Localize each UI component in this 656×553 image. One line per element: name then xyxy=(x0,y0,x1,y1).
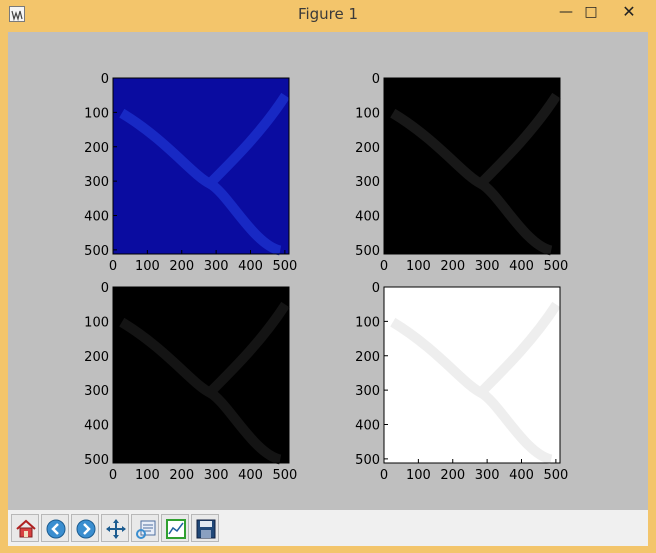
x-tick-label: 100 xyxy=(406,468,431,483)
move-icon xyxy=(105,518,127,540)
y-tick-label: 500 xyxy=(84,453,109,468)
x-tick-label: 500 xyxy=(543,259,568,274)
x-tick-label: 100 xyxy=(135,468,160,483)
y-tick-label: 200 xyxy=(355,350,380,365)
x-tick-label: 400 xyxy=(238,468,263,483)
forward-button[interactable] xyxy=(71,514,99,542)
y-tick-label: 100 xyxy=(355,315,380,330)
x-tick-label: 300 xyxy=(204,259,229,274)
image-bottom-left xyxy=(113,287,289,463)
y-tick-label: 300 xyxy=(84,384,109,399)
y-tick-label: 500 xyxy=(355,244,380,259)
x-tick-label: 500 xyxy=(543,468,568,483)
back-button[interactable] xyxy=(41,514,69,542)
figure-canvas[interactable]: 0 100 200 300 400 500 0 100 200 300 400 500 0 100 200 3… xyxy=(8,32,648,510)
title-bar[interactable]: Figure 1 — □ ✕ xyxy=(0,0,656,30)
x-tick-label: 0 xyxy=(380,468,388,483)
maximize-button[interactable]: □ xyxy=(576,2,606,22)
subplots-icon xyxy=(165,518,187,540)
y-tick-label: 300 xyxy=(355,175,380,190)
y-tick-label: 0 xyxy=(101,72,109,87)
x-tick-label: 300 xyxy=(475,468,500,483)
y-tick-label: 100 xyxy=(84,106,109,121)
y-tick-label: 400 xyxy=(355,210,380,225)
zoom-rect-icon xyxy=(135,518,157,540)
y-tick-label: 0 xyxy=(101,281,109,296)
home-icon xyxy=(15,518,37,540)
x-tick-label: 400 xyxy=(238,259,263,274)
zoom-button[interactable] xyxy=(131,514,159,542)
y-tick-label: 300 xyxy=(84,175,109,190)
x-tick-label: 400 xyxy=(509,468,534,483)
forward-arrow-icon xyxy=(75,518,97,540)
y-tick-label: 400 xyxy=(84,419,109,434)
x-tick-label: 0 xyxy=(109,468,117,483)
x-tick-label: 200 xyxy=(440,468,465,483)
save-button[interactable] xyxy=(191,514,219,542)
image-top-left xyxy=(113,78,289,254)
x-tick-label: 200 xyxy=(169,259,194,274)
x-tick-label: 300 xyxy=(475,259,500,274)
x-tick-label: 0 xyxy=(380,259,388,274)
y-tick-label: 0 xyxy=(372,281,380,296)
image-top-right xyxy=(384,78,560,254)
image-bottom-right xyxy=(384,287,560,463)
x-tick-label: 500 xyxy=(272,259,297,274)
y-tick-label: 100 xyxy=(84,315,109,330)
x-tick-label: 400 xyxy=(509,259,534,274)
close-button[interactable]: ✕ xyxy=(606,2,652,22)
y-tick-label: 400 xyxy=(355,419,380,434)
navigation-toolbar xyxy=(8,510,648,546)
x-tick-label: 500 xyxy=(272,468,297,483)
subplots-button[interactable] xyxy=(161,514,189,542)
back-arrow-icon xyxy=(45,518,67,540)
x-tick-label: 200 xyxy=(440,259,465,274)
y-tick-label: 200 xyxy=(84,141,109,156)
x-tick-label: 200 xyxy=(169,468,194,483)
x-tick-label: 100 xyxy=(135,259,160,274)
y-tick-label: 500 xyxy=(84,244,109,259)
x-tick-label: 300 xyxy=(204,468,229,483)
x-tick-label: 0 xyxy=(109,259,117,274)
y-tick-label: 100 xyxy=(355,106,380,121)
y-tick-label: 200 xyxy=(355,141,380,156)
home-button[interactable] xyxy=(11,514,39,542)
x-tick-label: 100 xyxy=(406,259,431,274)
y-tick-label: 400 xyxy=(84,210,109,225)
y-tick-label: 300 xyxy=(355,384,380,399)
pan-button[interactable] xyxy=(101,514,129,542)
y-tick-label: 0 xyxy=(372,72,380,87)
y-tick-label: 500 xyxy=(355,453,380,468)
save-icon xyxy=(195,518,217,540)
y-tick-label: 200 xyxy=(84,350,109,365)
